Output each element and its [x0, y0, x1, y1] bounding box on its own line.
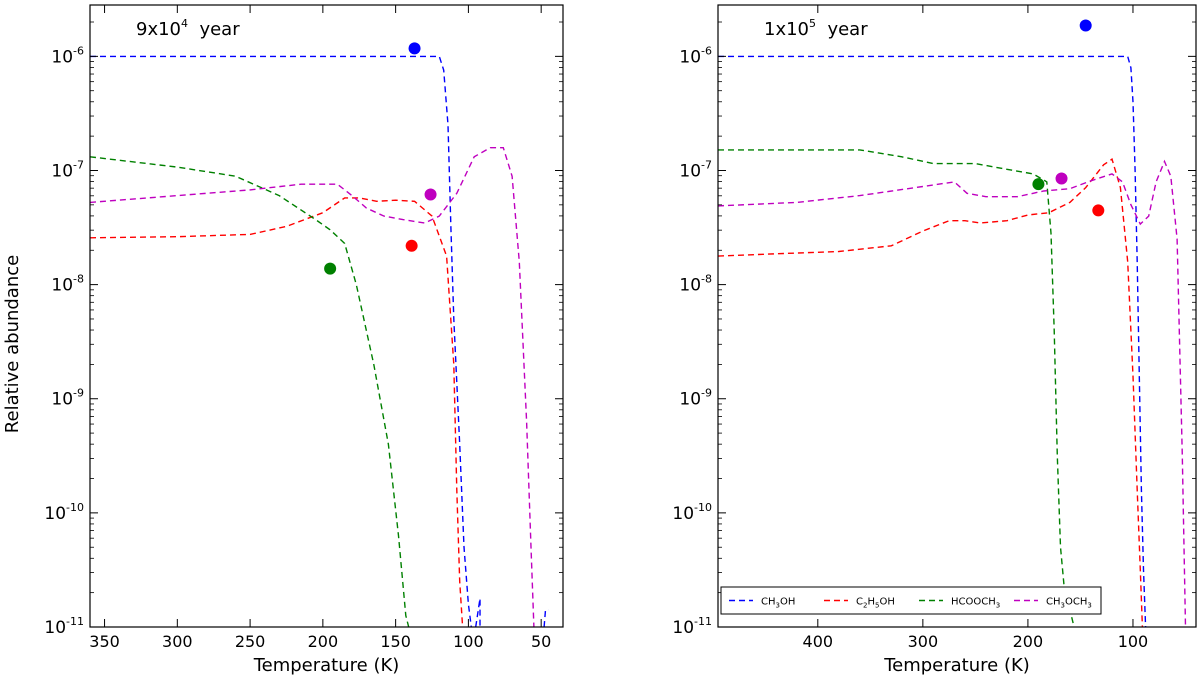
legend-label-hcooch3: HCOOCH3: [951, 597, 1000, 610]
left-ytick-label: 10-11: [44, 615, 84, 638]
left-marker-ch3och3: [424, 188, 437, 201]
right-ytick-label: 10-8: [679, 273, 712, 296]
right-series-c2h5oh: [718, 157, 1144, 627]
legend-label-ch3oh: CH3OH: [761, 597, 795, 610]
right-marker-ch3och3: [1055, 172, 1068, 185]
right-panel-label: 1x105 year: [764, 17, 868, 40]
right-plot-frame: [717, 4, 1197, 628]
y-axis-label: Relative abundance: [2, 255, 23, 433]
right-ytick-label: 10-11: [672, 615, 712, 638]
right-legend: CH3OH C2H5OH HCOOCH3 CH3OCH3: [720, 586, 1102, 615]
right-xtick-label: 400: [803, 632, 834, 651]
left-x-axis-label: Temperature (K): [253, 655, 400, 676]
right-series-hcooch3: [718, 149, 1075, 627]
left-xtick-label: 350: [89, 632, 120, 651]
right-ytick-label: 10-7: [679, 158, 712, 181]
right-panel: 400 300 200 100 10-11 10-10 10-9 10-8 10-7 10-6 Te…: [672, 4, 1197, 676]
left-ytick-label: 10-9: [51, 387, 84, 410]
right-xtick-label: 100: [1118, 632, 1149, 651]
right-x-axis-label: Temperature (K): [883, 655, 1030, 676]
left-xtick-label: 150: [380, 632, 411, 651]
left-panel-label: 9x104 year: [136, 17, 240, 40]
legend-box: [720, 586, 1102, 615]
right-series-group: [718, 55, 1187, 627]
right-marker-c2h5oh: [1092, 204, 1105, 217]
left-xtick-label: 200: [308, 632, 339, 651]
left-ytick-label: 10-6: [51, 44, 84, 67]
left-marker-ch3oh: [408, 42, 421, 55]
legend-label-c2h5oh: C2H5OH: [856, 597, 895, 610]
left-series-hcooch3: [90, 156, 410, 627]
left-xtick-label: 300: [162, 632, 193, 651]
legend-label-ch3och3: CH3OCH3: [1046, 597, 1092, 610]
left-xtick-label: 50: [531, 632, 551, 651]
right-ytick-label: 10-9: [679, 387, 712, 410]
left-ytick-label: 10-8: [51, 273, 84, 296]
left-ytick-label: 10-10: [44, 501, 84, 524]
left-ytick-label: 10-7: [51, 158, 84, 181]
left-series-ch3och3: [90, 147, 535, 627]
left-panel: 350 300 250 200 150 100 50 10-11 10-10 10-9 10-8 10…: [44, 4, 564, 676]
left-series-ch3oh-tail-1: [543, 609, 549, 627]
left-xtick-label: 250: [235, 632, 266, 651]
left-series-c2h5oh: [90, 197, 464, 627]
right-marker-hcooch3: [1032, 178, 1045, 191]
left-xtick-label: 100: [453, 632, 484, 651]
right-xtick-label: 300: [908, 632, 939, 651]
left-marker-hcooch3: [324, 262, 337, 275]
right-marker-ch3oh: [1079, 19, 1092, 32]
right-ytick-label: 10-6: [679, 44, 712, 67]
right-ytick-label: 10-10: [672, 501, 712, 524]
left-series-ch3oh-tail-0: [475, 598, 481, 627]
left-series-ch3oh: [90, 55, 472, 627]
right-series-ch3oh: [718, 55, 1147, 627]
left-series-group: [90, 55, 549, 627]
left-plot-frame: [89, 4, 564, 628]
right-xtick-label: 200: [1013, 632, 1044, 651]
left-marker-c2h5oh: [405, 239, 418, 252]
right-series-ch3och3: [718, 159, 1187, 627]
